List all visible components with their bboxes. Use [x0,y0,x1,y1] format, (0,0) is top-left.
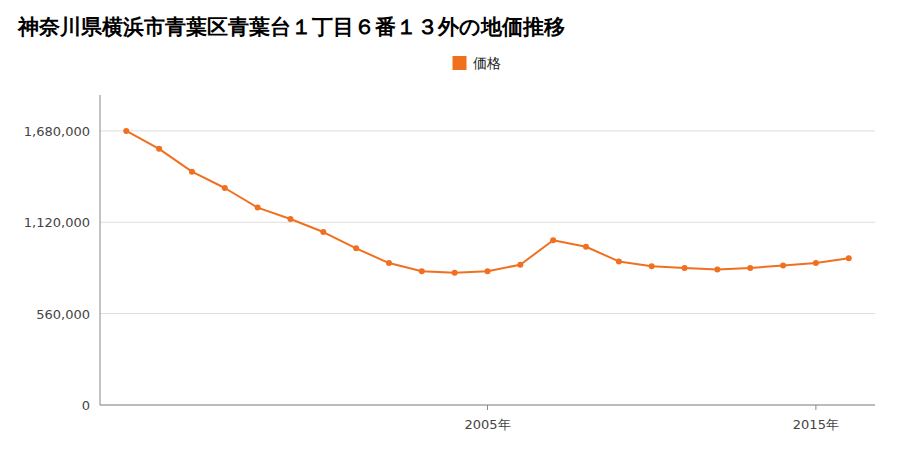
y-tick-label: 560,000 [36,307,90,322]
x-tick-label: 2015年 [793,417,839,432]
y-tick-label: 1,120,000 [24,215,90,230]
title: 神奈川県横浜市青葉区青葉台１丁目６番１３外の地価推移 [17,15,565,39]
marker [583,244,589,250]
marker [714,267,720,273]
marker [682,265,688,271]
grid-line [100,313,875,314]
grid-line [100,222,875,223]
marker [813,260,819,266]
marker [189,169,195,175]
marker [649,263,655,269]
x-tick [815,405,816,410]
grid-line [100,130,875,131]
y-tick-label: 0 [82,398,90,413]
marker [485,268,491,274]
chart: 神奈川県横浜市青葉区青葉台１丁目６番１３外の地価推移 0 560,000 1,120,… [0,0,900,450]
marker [550,237,556,243]
marker [780,263,786,269]
legend: 価格 [453,55,501,71]
marker [353,245,359,251]
marker [846,255,852,261]
marker [419,268,425,274]
legend-label: 価格 [473,55,501,71]
marker [747,265,753,271]
y-axis-line [100,95,101,405]
marker [156,146,162,152]
marker [386,260,392,266]
marker [517,262,523,268]
marker [452,270,458,276]
legend-swatch [453,56,467,70]
marker [123,128,129,134]
marker [320,229,326,235]
marker [616,258,622,264]
marker [255,205,261,211]
line [126,131,848,273]
grid [100,131,875,405]
marker [287,216,293,222]
data [123,128,851,276]
y-tick-label: 1,680,000 [24,124,90,139]
x-tick-label: 2005年 [464,417,510,432]
marker [222,185,228,191]
x-tick [487,405,488,410]
